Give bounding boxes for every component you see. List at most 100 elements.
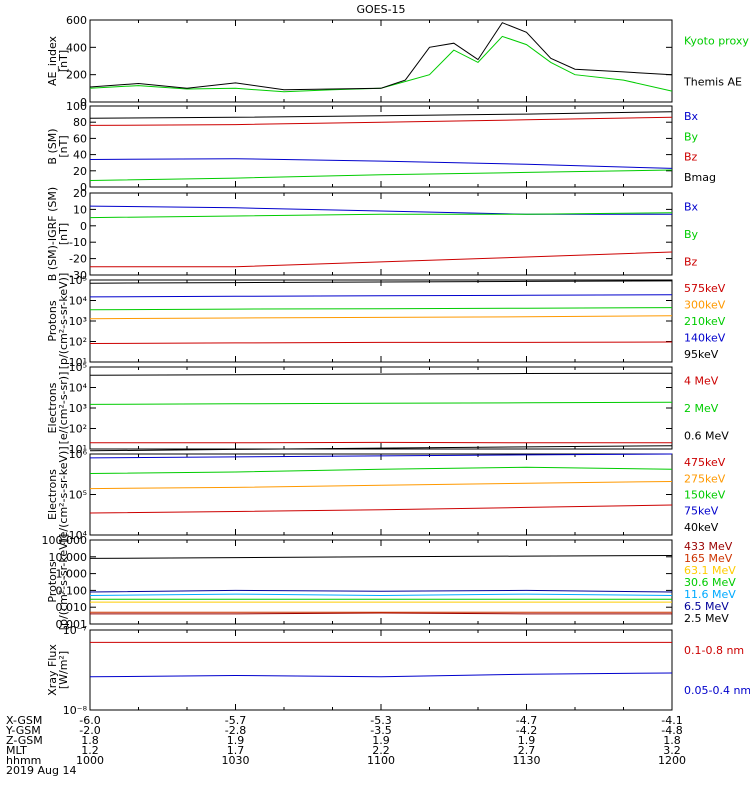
series-line: [89, 401, 673, 405]
y-axis-label: [e/(cm²-s-sr-keV)]: [57, 446, 70, 542]
footer-value: -4.1: [661, 714, 682, 727]
legend-entry: 575keV: [684, 282, 726, 295]
y-tick-label: 10⁻⁷: [63, 624, 87, 637]
y-tick-label: 10³: [69, 315, 87, 328]
y-tick-label: 10⁶: [69, 448, 88, 461]
y-tick-label: 40: [73, 149, 87, 162]
panel-frame: [89, 366, 673, 450]
legend-entry: 0.1-0.8 nm: [684, 644, 744, 657]
footer-value: 1.9: [227, 734, 245, 747]
series-line: [89, 672, 673, 678]
y-tick-label: 0: [80, 220, 87, 233]
legend-entry: 0.6 MeV: [684, 429, 729, 442]
series-line: [89, 593, 673, 597]
footer-value: -4.8: [661, 724, 682, 737]
y-axis-label: Xray Flux: [46, 644, 59, 696]
legend-entry: 75keV: [684, 505, 719, 518]
y-axis-label: B (SM): [46, 128, 59, 164]
footer-value: -6.0: [79, 714, 100, 727]
y-tick-label: -30: [69, 269, 87, 282]
y-tick-label: 10.000: [49, 551, 88, 564]
y-tick-label: 10⁵: [69, 361, 87, 374]
footer-value: 2.2: [372, 744, 390, 757]
legend-entry: 150keV: [684, 489, 726, 502]
panel-frame: [89, 192, 673, 276]
legend-entry: 30.6 MeV: [684, 576, 736, 589]
footer-value: 1200: [658, 754, 686, 767]
y-axis-label: [nT]: [57, 50, 70, 72]
y-tick-label: 0: [80, 96, 87, 109]
footer-date: 2019 Aug 14: [6, 764, 76, 777]
legend-entry: Bmag: [684, 171, 716, 184]
series-line: [89, 158, 673, 169]
y-axis-label: [e/(cm²-s-sr)]: [57, 372, 70, 445]
y-tick-label: 0.100: [56, 584, 88, 597]
series-line: [89, 504, 673, 514]
legend-entry: Bx: [684, 110, 699, 123]
legend-entry: Bz: [684, 255, 698, 268]
legend-entry: By: [684, 130, 699, 143]
series-line: [90, 612, 672, 615]
y-tick-label: 0.010: [56, 601, 88, 614]
panel-frame: [89, 539, 673, 625]
panel-frame: [89, 19, 673, 103]
plot-title: GOES-15: [356, 3, 405, 16]
y-axis-label: [p/(cm²-s-sr-keV)]: [57, 273, 70, 370]
footer-value: 1.7: [227, 744, 245, 757]
y-tick-label: 10⁴: [69, 382, 88, 395]
y-tick-label: 200: [66, 69, 87, 82]
legend-entry: 95keV: [684, 348, 719, 361]
series-line: [90, 251, 673, 268]
y-axis-label: [W/m²]: [57, 651, 70, 689]
y-tick-label: 10¹: [69, 356, 87, 369]
footer-value: -5.3: [370, 714, 391, 727]
y-tick-label: 20: [73, 165, 87, 178]
legend-entry: 433 MeV: [684, 540, 733, 553]
legend-entry: 165 MeV: [684, 552, 733, 565]
y-tick-label: 10²: [69, 423, 87, 436]
footer-value: 1.8: [663, 734, 681, 747]
series-line: [89, 315, 673, 320]
legend-entry: 210keV: [684, 315, 726, 328]
legend-entry: 300keV: [684, 299, 726, 312]
footer-value: -2.8: [225, 724, 246, 737]
footer-row-label: Y-GSM: [5, 724, 41, 737]
y-axis-label: B (SM)-IGRF (SM): [46, 187, 59, 281]
legend-entry: Bz: [684, 151, 698, 164]
y-axis-label: Electrons: [46, 382, 59, 433]
footer-value: -5.7: [225, 714, 246, 727]
legend-entry: 40keV: [684, 521, 719, 534]
y-axis-label: AE_index: [46, 35, 59, 86]
series-line: [89, 22, 673, 91]
panel-frame: [89, 279, 673, 363]
series-line: [89, 307, 673, 311]
y-axis-label: [p/(cm²-s-sr-keV)]: [57, 534, 70, 631]
legend-entry: By: [684, 228, 699, 241]
footer-value: 1.9: [518, 734, 536, 747]
footer-value: 1.9: [372, 734, 390, 747]
footer-value: 2.7: [518, 744, 536, 757]
series-line: [89, 280, 673, 284]
legend-entry: 275keV: [684, 472, 726, 485]
y-tick-label: 20: [73, 187, 87, 200]
y-tick-label: 10⁻⁸: [63, 704, 88, 717]
legend-entry: 6.5 MeV: [684, 600, 729, 613]
y-tick-label: 100.000: [42, 534, 88, 547]
footer-value: 1100: [367, 754, 395, 767]
y-tick-label: 10⁵: [69, 489, 87, 502]
footer-value: 1130: [513, 754, 541, 767]
series-line: [89, 453, 673, 459]
footer-value: 1030: [222, 754, 250, 767]
footer-value: -4.7: [516, 714, 537, 727]
series-line: [89, 111, 673, 119]
series-line: [89, 116, 673, 126]
series-line: [89, 169, 673, 181]
y-tick-label: 10⁵: [69, 274, 87, 287]
series-line: [89, 466, 673, 474]
footer-value: -3.5: [370, 724, 391, 737]
y-tick-label: 10⁴: [69, 295, 88, 308]
series-line: [89, 35, 673, 93]
legend-entry: 140keV: [684, 331, 726, 344]
y-axis-label: Protons: [46, 300, 59, 341]
